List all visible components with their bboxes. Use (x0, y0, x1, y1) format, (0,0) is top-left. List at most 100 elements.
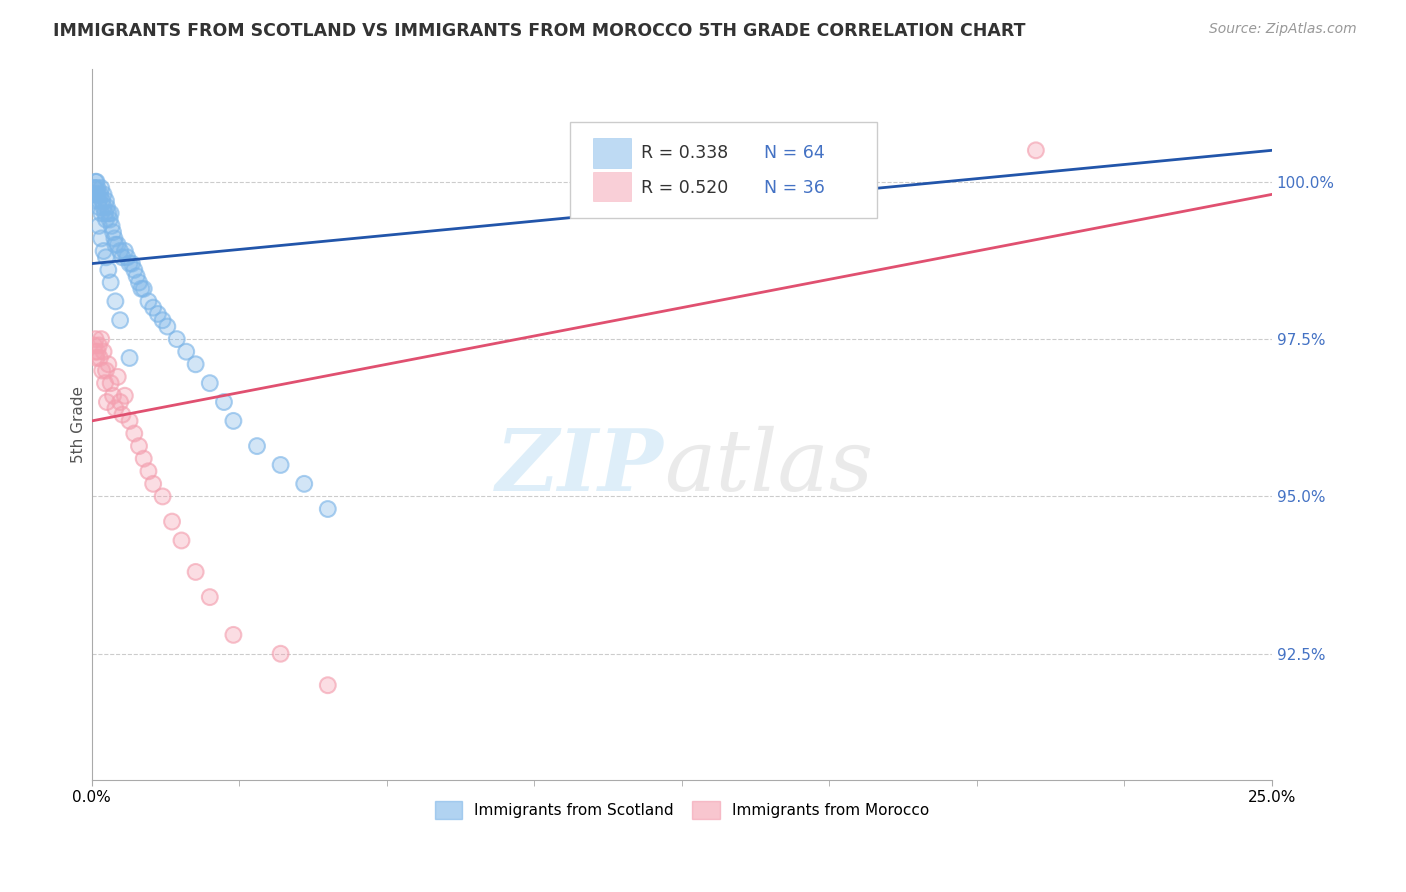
Point (86, 187, 108, 202)
Point (91, 363, 114, 377)
Point (84, 181, 107, 195)
Point (89, 351, 111, 365)
Point (114, 244, 136, 258)
Point (93, 344, 115, 359)
Point (94, 250, 117, 264)
Point (97, 357, 120, 371)
Point (104, 401, 127, 416)
Point (93, 187, 115, 202)
Point (170, 533, 193, 548)
Point (246, 439, 269, 453)
Point (114, 389, 136, 403)
Point (118, 351, 141, 365)
Point (132, 282, 155, 296)
Point (104, 401, 127, 416)
Point (246, 439, 269, 453)
Point (90, 332, 112, 346)
Point (101, 389, 124, 403)
Point (86, 181, 108, 195)
Point (98, 212, 121, 227)
Point (86, 175, 108, 189)
Point (128, 276, 150, 290)
Point (84, 175, 107, 189)
Point (118, 414, 141, 428)
Point (142, 476, 165, 491)
Point (174, 344, 197, 359)
Point (100, 219, 122, 233)
Point (86, 344, 108, 359)
Point (152, 490, 174, 504)
Point (118, 257, 141, 271)
Point (107, 369, 129, 384)
Point (84, 344, 107, 359)
Point (93, 244, 115, 258)
FancyBboxPatch shape (593, 138, 631, 168)
Point (270, 647, 292, 661)
Point (131, 282, 153, 296)
Point (132, 451, 155, 466)
Point (100, 206, 122, 220)
Point (146, 307, 169, 321)
Point (94, 250, 117, 264)
Legend: Immigrants from Scotland, Immigrants from Morocco: Immigrants from Scotland, Immigrants fro… (429, 795, 935, 825)
FancyBboxPatch shape (593, 171, 631, 202)
Point (128, 276, 150, 290)
Point (107, 237, 129, 252)
Point (83, 194, 105, 208)
Point (93, 344, 115, 359)
Point (316, 678, 339, 692)
Point (125, 269, 148, 284)
Point (90, 206, 112, 220)
Point (94, 363, 117, 377)
Point (90, 332, 112, 346)
Point (97, 263, 120, 277)
Point (270, 647, 292, 661)
Point (118, 414, 141, 428)
Point (84, 332, 107, 346)
Point (83, 181, 105, 195)
Point (91, 194, 114, 208)
Point (100, 276, 122, 290)
Point (115, 250, 138, 264)
Point (170, 533, 193, 548)
Point (91, 363, 114, 377)
Point (138, 464, 160, 478)
Point (108, 395, 131, 409)
Point (93, 200, 115, 214)
Point (108, 313, 131, 327)
Point (90, 231, 112, 245)
Point (101, 225, 124, 239)
Point (87, 200, 110, 214)
Point (94, 194, 117, 208)
Point (111, 408, 134, 422)
Point (87, 200, 110, 214)
Point (124, 263, 146, 277)
Point (160, 515, 183, 529)
Point (146, 307, 169, 321)
Point (86, 344, 108, 359)
Point (93, 244, 115, 258)
Point (104, 237, 127, 252)
Point (138, 294, 160, 309)
Point (118, 257, 141, 271)
Point (166, 332, 188, 346)
Point (121, 257, 143, 271)
Text: N = 36: N = 36 (765, 179, 825, 197)
Point (87, 194, 110, 208)
Point (222, 628, 245, 642)
Point (184, 565, 207, 579)
Point (111, 408, 134, 422)
Point (198, 376, 221, 391)
Point (97, 263, 120, 277)
Point (152, 313, 174, 327)
Point (138, 464, 160, 478)
Point (83, 187, 105, 202)
Point (115, 250, 138, 264)
Text: ZIP: ZIP (496, 425, 664, 508)
Point (222, 414, 245, 428)
Point (111, 250, 134, 264)
Point (87, 219, 110, 233)
Point (108, 313, 131, 327)
Point (100, 206, 122, 220)
Point (124, 426, 146, 441)
